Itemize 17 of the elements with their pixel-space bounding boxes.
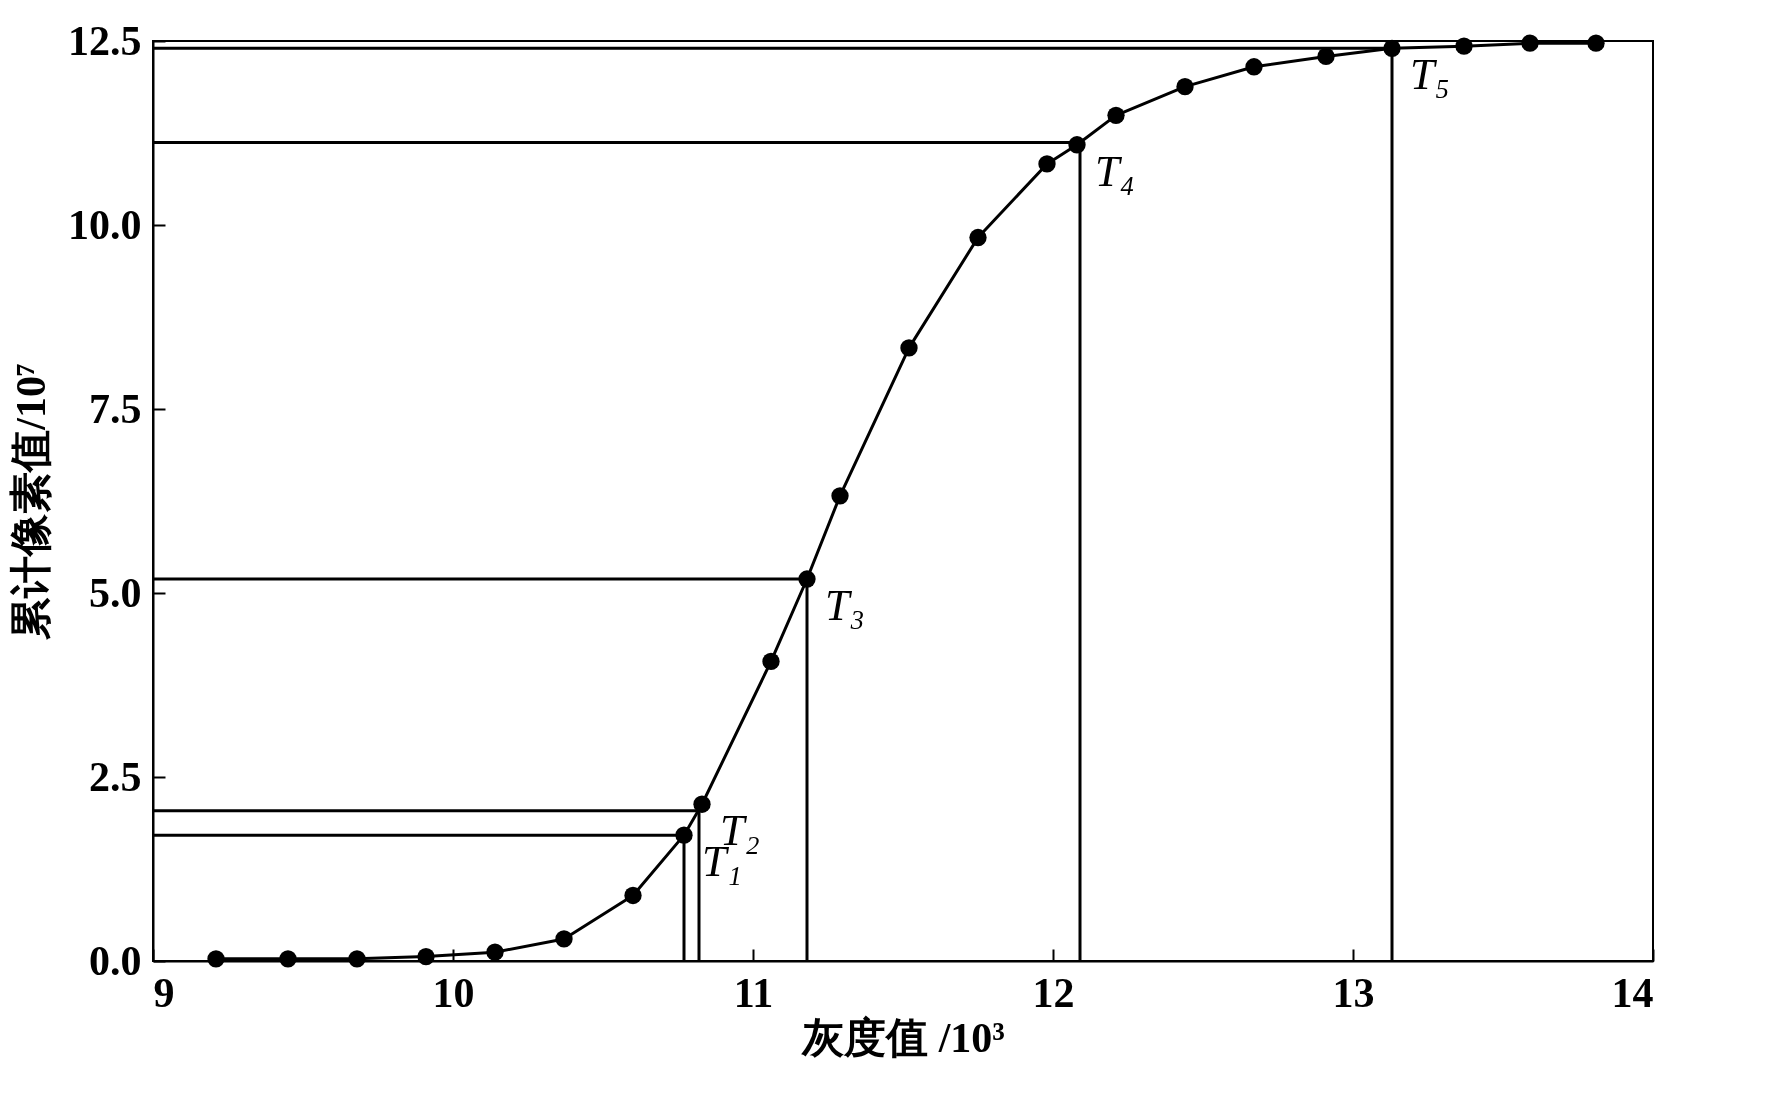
x-axis-title: 灰度值 /10³ — [801, 1014, 1005, 1061]
x-tick-label: 11 — [733, 969, 774, 1016]
x-tick-label: 9 — [153, 969, 175, 1016]
annotation: T₄ — [1095, 146, 1135, 196]
x-tick-label: 10 — [432, 969, 475, 1016]
y-tick-label: 2.5 — [89, 753, 142, 800]
y-tick-label: 7.5 — [89, 385, 142, 432]
annotation: T₃ — [825, 581, 865, 631]
y-tick-label: 5.0 — [89, 569, 142, 616]
y-tick-label: 10.0 — [68, 201, 142, 248]
y-tick-label: 12.5 — [68, 17, 142, 64]
y-tick-label: 0.0 — [89, 937, 142, 984]
y-axis-title: 累计像素值/10⁷ — [8, 363, 54, 640]
x-tick-label: 13 — [1332, 969, 1375, 1016]
x-tick-label: 14 — [1611, 969, 1654, 1016]
x-tick-label: 12 — [1032, 969, 1075, 1016]
annotation: T₅ — [1410, 50, 1450, 100]
